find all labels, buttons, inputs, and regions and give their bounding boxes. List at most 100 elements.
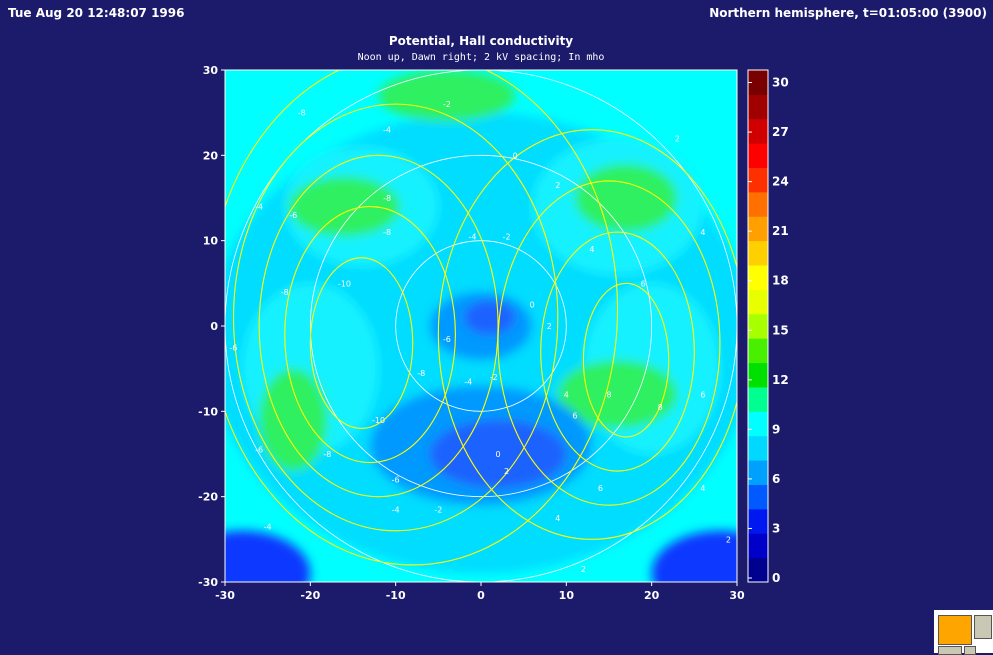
- conductivity-region: [574, 163, 678, 233]
- colorbar-swatch: [748, 484, 768, 510]
- plot-clip-group: -8 -4 -2 0 2 2 -4 -6 -8 -8 -4 -2 4 4 -8 -10 6 0 2 -6 -6 -8 -4 -…: [225, 70, 737, 582]
- contour-label: -6: [255, 446, 263, 455]
- contour-label: -4: [464, 377, 472, 386]
- contour-label: -4: [255, 203, 263, 212]
- potential-contour: [582, 282, 670, 438]
- contour-label: -6: [392, 476, 400, 485]
- y-tick-label: 20: [203, 149, 219, 162]
- x-tick-label: -30: [215, 589, 235, 602]
- conductivity-region: [651, 530, 737, 582]
- contour-label: 4: [700, 228, 705, 237]
- colorbar-tick-label: 27: [772, 125, 789, 139]
- contour-label: -8: [417, 369, 425, 378]
- potential-contour: [437, 129, 737, 540]
- conductivity-region: [429, 419, 567, 489]
- x-tick-label: -10: [386, 589, 406, 602]
- colorbar-swatch: [748, 411, 768, 437]
- contour-label: -8: [323, 450, 331, 459]
- x-tick-label: 30: [729, 589, 745, 602]
- potential-contour: [258, 154, 499, 498]
- datetime-label: Tue Aug 20 12:48:07 1996: [8, 6, 185, 20]
- contour-label: 4: [555, 514, 560, 523]
- corner-tile-orange[interactable]: [938, 615, 972, 645]
- potential-contour: [540, 231, 695, 472]
- plot-area: -8 -4 -2 0 2 2 -4 -6 -8 -8 -4 -2 4 4 -8 -10 6 0 2 -6 -6 -8 -4 -…: [224, 69, 738, 583]
- colorbar-swatch: [748, 167, 768, 193]
- x-tick-label: 10: [559, 589, 575, 602]
- contour-label: 6: [641, 279, 646, 288]
- contour-label: 2: [675, 134, 680, 143]
- conductivity-region: [463, 300, 516, 335]
- corner-tile-gray-1[interactable]: [974, 615, 992, 639]
- potential-contour: [309, 257, 414, 429]
- x-tick-label: 20: [644, 589, 660, 602]
- colorbar-swatch: [748, 94, 768, 120]
- y-tick-label: -30: [198, 576, 218, 589]
- corner-tile-gray-3[interactable]: [964, 646, 976, 655]
- contour-label: -8: [298, 109, 306, 118]
- colorbar-tick-label: 0: [772, 571, 780, 585]
- contour-label: 6: [700, 390, 705, 399]
- colorbar-swatch: [748, 435, 768, 461]
- contour-label: 8: [606, 390, 611, 399]
- colorbar-tick-label: 21: [772, 224, 789, 238]
- colorbar-swatch: [748, 313, 768, 339]
- conductivity-region: [378, 70, 516, 122]
- conductivity-region: [289, 176, 400, 237]
- contour-label: 4: [564, 390, 569, 399]
- colorbar-frame: [747, 69, 769, 583]
- colorbar-swatch: [748, 191, 768, 217]
- potential-contour: [232, 103, 559, 532]
- corner-tile-gray-2[interactable]: [938, 646, 962, 655]
- contour-label: -4: [383, 126, 391, 135]
- colorbar-tick-label: 3: [772, 521, 780, 535]
- colorbar-tick-label: 15: [772, 323, 789, 337]
- contour-label: 4: [589, 245, 594, 254]
- x-tick-label: 0: [477, 589, 485, 602]
- corner-widget[interactable]: [934, 610, 993, 655]
- colorbar-swatch: [748, 386, 768, 412]
- colorbar-tick-label: 30: [772, 76, 789, 90]
- contour-label: 6: [572, 412, 577, 421]
- contour-label: 2: [555, 181, 560, 190]
- y-tick-label: -10: [198, 405, 218, 418]
- colorbar-tick-label: 24: [772, 175, 789, 189]
- contour-label: 2: [726, 535, 731, 544]
- colorbar-swatch: [748, 143, 768, 169]
- colorbar-tick-label: 9: [772, 422, 780, 436]
- colorbar-tick-label: 18: [772, 274, 789, 288]
- colorbar-tick-label: 12: [772, 373, 789, 387]
- latitude-ring: [309, 154, 653, 498]
- contour-label: 6: [598, 484, 603, 493]
- contour-label: -2: [443, 100, 451, 109]
- contour-label: -6: [289, 211, 297, 220]
- contour-label: 2: [581, 565, 586, 574]
- colorbar-swatch: [748, 508, 768, 534]
- contour-label: -4: [392, 505, 400, 514]
- conductivity-region: [259, 368, 328, 472]
- chart-title: Potential, Hall conductivity: [389, 34, 573, 48]
- contour-label: -2: [490, 373, 498, 382]
- conductivity-region: [225, 530, 311, 582]
- colorbar-swatch: [748, 240, 768, 266]
- contour-label: -8: [281, 288, 289, 297]
- contour-label: -10: [338, 279, 351, 288]
- contour-label: 0: [530, 301, 535, 310]
- y-tick-label: -20: [198, 491, 218, 504]
- contour-label: 0: [496, 450, 501, 459]
- colorbar: 0 3 6 9 12 15 18 21 24 27 30: [747, 69, 789, 585]
- contour-label: -8: [383, 228, 391, 237]
- potential-contour: [497, 180, 721, 506]
- x-tick-label: -20: [300, 589, 320, 602]
- contour-label: -8: [383, 194, 391, 203]
- contour-label: -2: [503, 232, 511, 241]
- contour-label: -4: [264, 523, 272, 532]
- colorbar-swatch: [748, 533, 768, 559]
- contour-label: -4: [468, 232, 476, 241]
- contour-label: -10: [372, 416, 385, 425]
- contour-label: 0: [513, 151, 518, 160]
- colorbar-swatch: [748, 460, 768, 485]
- potential-contour: [284, 205, 456, 464]
- colorbar-swatch: [748, 118, 768, 144]
